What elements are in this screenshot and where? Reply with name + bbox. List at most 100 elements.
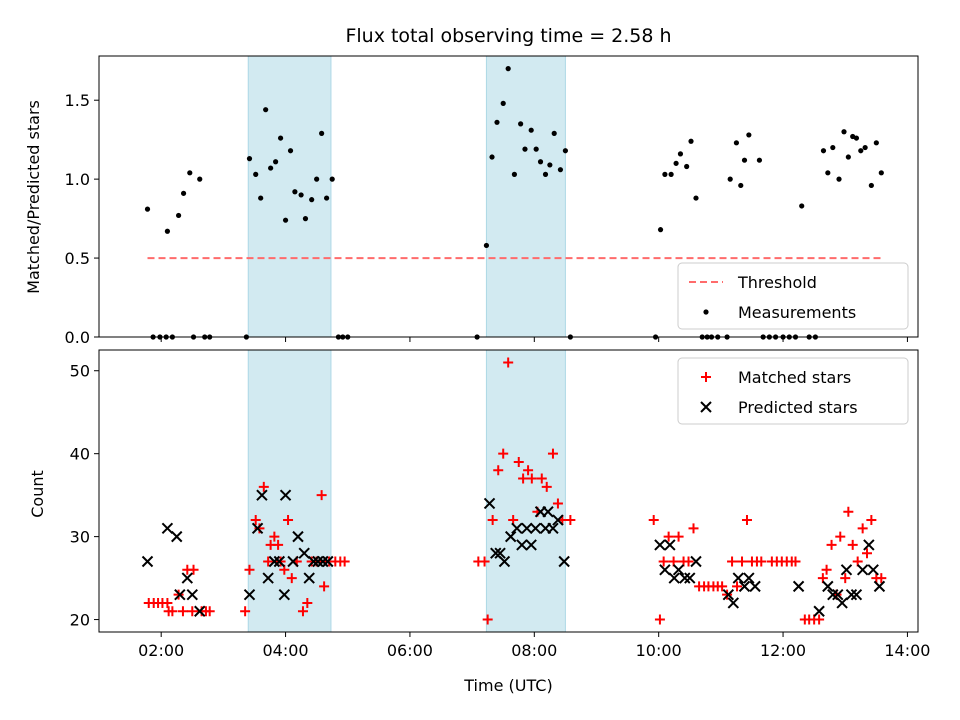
measurement-point [246, 156, 253, 162]
matched-star-point [187, 606, 198, 617]
matched-star-point [658, 556, 669, 567]
x-tick-label: 04:00 [263, 641, 309, 660]
predicted-star-point [483, 497, 496, 510]
measurement-point [693, 195, 699, 201]
predicted-star-point [303, 572, 315, 584]
matched-star-point [283, 515, 294, 526]
measurement-point [677, 151, 684, 157]
x-tick-label: 10:00 [636, 641, 682, 660]
predicted-star-point [262, 572, 274, 584]
y-tick-label: 30 [70, 528, 90, 547]
predicted-star-point [243, 588, 256, 601]
predicted-star-point [732, 572, 744, 584]
legend-matched-swatch [701, 372, 711, 382]
predicted-star-point [850, 588, 863, 601]
measurement-point [836, 176, 842, 182]
matched-star-point [167, 606, 178, 617]
measurement-point [542, 171, 549, 177]
matched-star-point [503, 357, 514, 368]
predicted-star-point [856, 564, 869, 576]
predicted-star-point [161, 522, 174, 535]
matched-star-point [835, 531, 846, 542]
measurement-point [511, 171, 518, 177]
matched-star-point [204, 606, 215, 617]
predicted-star-point [511, 522, 523, 535]
predicted-star-point [186, 588, 198, 601]
x-tick-label: 02:00 [138, 641, 184, 660]
measurement-point [868, 182, 874, 189]
matched-star-point [790, 556, 801, 567]
predicted-star-point [690, 555, 702, 568]
matched-star-point [526, 473, 537, 484]
predicted-star-point [181, 572, 194, 584]
legend-label: Predicted stars [738, 398, 858, 417]
y-axis-label-count: Count [28, 470, 47, 518]
predicted-star-point [749, 580, 761, 593]
measurement-point [483, 242, 490, 249]
x-tick-label: 08:00 [511, 641, 557, 660]
measurement-point [537, 159, 544, 165]
matched-star-point [826, 539, 837, 550]
predicted-star-point [498, 555, 511, 568]
ratio-panel: 0.0 0.5 1.0 1.5 Threshold Measurements [65, 55, 919, 347]
measurement-point [277, 135, 284, 141]
matched-star-point [673, 531, 684, 542]
predicted-star-point [822, 580, 834, 593]
legend-label: Measurements [738, 303, 856, 322]
measurement-point [164, 228, 171, 234]
matched-star-point [479, 556, 490, 567]
measurement-point [282, 217, 289, 223]
predicted-star-point [141, 555, 154, 568]
matched-star-point [273, 539, 284, 550]
measurement-point [528, 127, 534, 133]
measurement-point [298, 192, 304, 198]
predicted-star-point [867, 564, 879, 576]
measurement-point [799, 203, 805, 209]
predicted-star-point [552, 514, 564, 526]
matched-star-point [513, 456, 524, 467]
matched-star-point [244, 564, 255, 575]
legend-predicted-swatch [700, 401, 712, 413]
y-tick-label: 0.0 [65, 328, 90, 347]
predicted-star-point [659, 564, 671, 576]
matched-star-point [498, 448, 509, 459]
matched-star-point [493, 465, 504, 476]
predicted-star-point [727, 597, 740, 609]
chart-title: Flux total observing time = 2.58 h [345, 25, 671, 47]
predicted-star-point [171, 530, 183, 543]
measurement-point [518, 121, 524, 127]
predicted-star-point [298, 547, 310, 559]
predicted-star-point [256, 489, 268, 501]
legend-label: Matched stars [738, 368, 851, 387]
count-panel: 02:00 04:00 06:00 08:00 10:00 12:00 14:00 20 30 4… [70, 349, 930, 660]
matched-star-point [188, 564, 199, 575]
measurement-point [309, 197, 315, 203]
predicted-star-point [292, 530, 304, 543]
measurement-point [329, 176, 335, 182]
predicted-star-point [490, 547, 502, 559]
predicted-star-point [307, 555, 320, 568]
measurement-point [175, 212, 182, 219]
matched-star-point [541, 481, 552, 492]
matched-star-point [487, 515, 498, 526]
measurement-point [557, 167, 564, 173]
matched-star-point [552, 498, 563, 509]
measurement-point [489, 154, 495, 160]
predicted-star-point [668, 572, 680, 584]
matched-star-point [263, 556, 274, 567]
measurement-point [858, 148, 864, 154]
measurement-point [746, 132, 752, 138]
measurement-point [187, 170, 193, 176]
measurement-point [668, 171, 674, 177]
measurement-point [733, 140, 740, 146]
matched-star-point [162, 597, 173, 608]
predicted-star-point [516, 539, 528, 551]
predicted-star-point [738, 580, 751, 593]
matched-star-point [732, 581, 743, 592]
matched-star-point [688, 523, 699, 534]
x-tick-label: 12:00 [760, 641, 806, 660]
matched-star-point [663, 531, 674, 542]
measurement-point [684, 163, 690, 170]
y-tick-label: 20 [70, 611, 90, 630]
predicted-star-point [836, 597, 848, 609]
